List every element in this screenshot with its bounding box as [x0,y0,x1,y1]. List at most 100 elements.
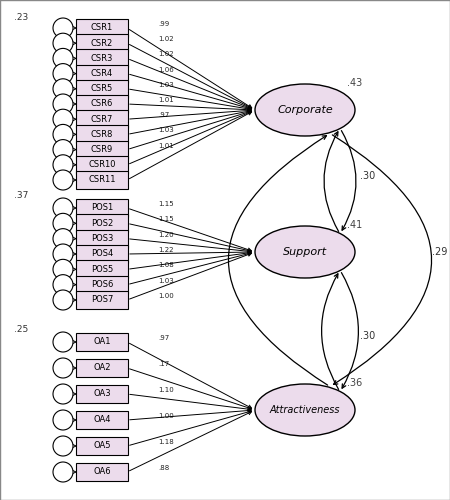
Text: .99: .99 [158,21,169,27]
Ellipse shape [255,84,355,136]
FancyBboxPatch shape [76,80,128,98]
Text: POS7: POS7 [91,296,113,304]
Text: .25: .25 [14,325,28,334]
Circle shape [53,64,73,84]
FancyBboxPatch shape [76,19,128,37]
Text: 1.10: 1.10 [158,387,174,393]
Text: CSR11: CSR11 [88,176,116,184]
Text: CSR8: CSR8 [91,130,113,139]
Circle shape [53,140,73,160]
Circle shape [53,290,73,310]
FancyBboxPatch shape [76,64,128,82]
Text: .36: .36 [347,378,362,388]
FancyBboxPatch shape [76,260,128,278]
Circle shape [53,18,73,38]
FancyBboxPatch shape [76,359,128,377]
Text: 1.01: 1.01 [158,142,174,148]
Text: POS2: POS2 [91,219,113,228]
Circle shape [53,384,73,404]
Circle shape [53,170,73,190]
Text: OA2: OA2 [93,364,111,372]
Circle shape [53,332,73,352]
Text: .30: .30 [360,171,375,181]
Text: CSR3: CSR3 [91,54,113,63]
FancyBboxPatch shape [76,34,128,52]
FancyBboxPatch shape [76,110,128,128]
FancyBboxPatch shape [76,437,128,455]
Ellipse shape [255,384,355,436]
Circle shape [53,109,73,129]
Text: Corporate: Corporate [277,105,333,115]
Circle shape [53,79,73,99]
Circle shape [53,358,73,378]
Text: 1.18: 1.18 [158,439,174,445]
FancyBboxPatch shape [76,230,128,248]
FancyBboxPatch shape [76,156,128,174]
Text: 1.00: 1.00 [158,293,174,299]
Text: 1.02: 1.02 [158,52,174,58]
Text: 1.03: 1.03 [158,278,174,283]
Text: CSR1: CSR1 [91,24,113,32]
FancyBboxPatch shape [76,245,128,263]
Text: 1.01: 1.01 [158,97,174,103]
Text: OA3: OA3 [93,390,111,398]
Text: POS6: POS6 [91,280,113,289]
Text: .30: .30 [360,331,375,341]
Text: POS1: POS1 [91,204,113,212]
Circle shape [53,124,73,144]
Text: 1.20: 1.20 [158,232,174,237]
Text: CSR5: CSR5 [91,84,113,94]
Circle shape [53,244,73,264]
Text: .97: .97 [158,112,169,118]
Text: 1.08: 1.08 [158,262,174,268]
Text: CSR2: CSR2 [91,38,113,48]
FancyBboxPatch shape [76,214,128,232]
Text: 1.06: 1.06 [158,66,174,72]
FancyBboxPatch shape [76,411,128,429]
Circle shape [53,155,73,175]
Text: CSR9: CSR9 [91,145,113,154]
Text: .97: .97 [158,335,169,341]
FancyBboxPatch shape [76,95,128,113]
Text: 1.03: 1.03 [158,82,174,88]
Circle shape [53,33,73,53]
Circle shape [53,436,73,456]
Text: .23: .23 [14,13,28,22]
Text: 1.02: 1.02 [158,36,174,42]
Text: 1.03: 1.03 [158,128,174,134]
Text: POS4: POS4 [91,250,113,258]
Text: Attractiveness: Attractiveness [270,405,340,415]
FancyBboxPatch shape [76,291,128,309]
FancyBboxPatch shape [76,385,128,403]
Circle shape [53,260,73,280]
Text: OA5: OA5 [93,442,111,450]
Text: CSR4: CSR4 [91,69,113,78]
Circle shape [53,214,73,234]
FancyBboxPatch shape [76,126,128,144]
Text: .43: .43 [347,78,362,88]
Circle shape [53,48,73,68]
Text: CSR10: CSR10 [88,160,116,170]
Circle shape [53,94,73,114]
FancyBboxPatch shape [76,333,128,351]
Text: Support: Support [283,247,327,257]
FancyBboxPatch shape [76,276,128,293]
Text: CSR7: CSR7 [91,114,113,124]
Ellipse shape [255,226,355,278]
Text: 1.22: 1.22 [158,247,174,253]
Text: 1.15: 1.15 [158,201,174,207]
Text: POS3: POS3 [91,234,113,243]
Circle shape [53,228,73,248]
Text: OA4: OA4 [93,416,111,424]
FancyBboxPatch shape [76,50,128,68]
FancyBboxPatch shape [76,171,128,189]
Text: OA6: OA6 [93,468,111,476]
Text: .37: .37 [14,191,28,200]
Circle shape [53,462,73,482]
Circle shape [53,274,73,294]
Text: .88: .88 [158,465,169,471]
Circle shape [53,198,73,218]
FancyBboxPatch shape [76,199,128,217]
FancyBboxPatch shape [76,463,128,481]
Text: 1.00: 1.00 [158,413,174,419]
